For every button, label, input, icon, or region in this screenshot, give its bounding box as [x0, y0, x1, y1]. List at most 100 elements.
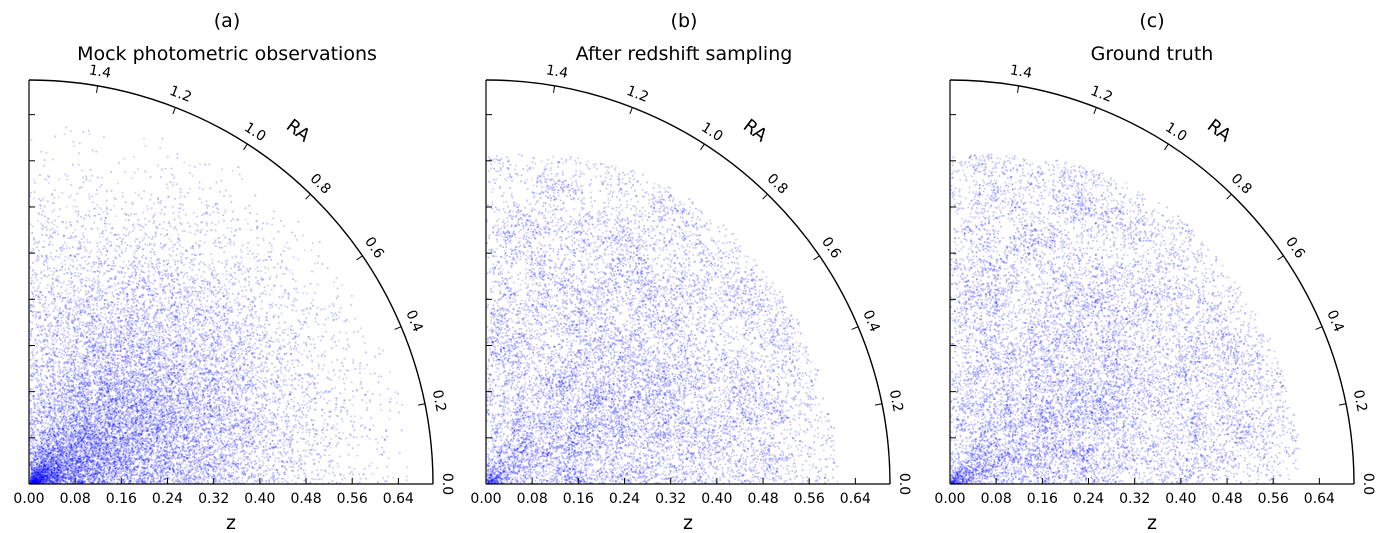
density-point [219, 434, 222, 437]
density-point [33, 479, 36, 482]
density-point [47, 481, 49, 484]
density-point [170, 444, 172, 447]
density-point [152, 397, 155, 400]
density-point [161, 412, 163, 415]
density-point [51, 481, 54, 483]
density-point [152, 423, 155, 425]
density-point [144, 396, 146, 399]
density-point [126, 468, 129, 471]
density-point [61, 452, 63, 454]
density-point [138, 361, 140, 364]
density-point [171, 342, 174, 345]
density-point [125, 356, 127, 359]
density-point [114, 248, 116, 251]
density-point [32, 481, 35, 484]
density-point [128, 438, 130, 441]
density-point [217, 341, 219, 344]
density-point [103, 431, 105, 434]
density-point [86, 436, 89, 439]
density-point [314, 262, 316, 265]
density-point [79, 433, 81, 435]
density-point [29, 410, 31, 413]
density-point [120, 476, 122, 478]
density-point [185, 478, 187, 480]
density-point [74, 272, 76, 274]
density-point [120, 319, 122, 322]
density-point [108, 423, 111, 426]
density-point [188, 480, 190, 482]
density-point [250, 403, 253, 406]
density-point [109, 318, 112, 320]
density-point [95, 349, 98, 352]
density-point [147, 315, 149, 318]
density-point [123, 446, 126, 448]
density-point [138, 417, 141, 420]
density-point [124, 461, 127, 463]
density-point [172, 356, 174, 359]
density-point [138, 263, 141, 265]
density-point [188, 476, 191, 479]
density-point [244, 389, 246, 391]
density-point [123, 333, 125, 335]
density-point [83, 422, 86, 424]
density-point [252, 443, 254, 445]
density-point [307, 394, 309, 396]
density-point [40, 445, 43, 448]
density-point [292, 256, 295, 259]
density-point [142, 442, 144, 445]
density-point [40, 473, 42, 476]
density-point [34, 478, 37, 480]
density-point [93, 420, 96, 423]
density-point [74, 229, 77, 231]
density-point [134, 458, 137, 461]
density-point [253, 304, 256, 307]
density-point [44, 474, 47, 477]
density-point [198, 476, 201, 478]
density-point [207, 431, 210, 433]
density-point [177, 348, 179, 350]
density-point [317, 262, 319, 264]
density-point [161, 415, 163, 418]
density-point [190, 350, 192, 353]
density-point [305, 414, 308, 417]
density-point [82, 410, 85, 412]
density-point [283, 450, 285, 453]
density-point [81, 438, 83, 441]
density-point [95, 447, 97, 449]
density-point [119, 459, 121, 462]
density-point [159, 283, 161, 285]
density-point [117, 389, 119, 391]
density-point [265, 405, 268, 407]
density-point [157, 481, 160, 483]
density-point [54, 298, 56, 300]
density-point [183, 479, 186, 481]
density-point [76, 466, 79, 469]
density-point [40, 476, 43, 478]
density-point [155, 435, 157, 437]
density-point [49, 481, 51, 483]
density-point [325, 429, 328, 431]
density-point [120, 467, 123, 469]
density-point [162, 382, 164, 384]
density-point [58, 366, 61, 368]
density-point [57, 463, 60, 466]
density-point [93, 371, 95, 373]
density-point [195, 350, 198, 352]
density-point [131, 461, 133, 463]
density-point [76, 329, 79, 331]
density-point [51, 448, 54, 451]
density-point [53, 343, 55, 346]
density-point [98, 480, 100, 482]
density-point [75, 460, 77, 462]
density-point [88, 384, 91, 386]
density-point [29, 440, 31, 442]
density-point [198, 198, 201, 200]
density-point [56, 465, 59, 468]
density-point [271, 439, 274, 442]
density-point [298, 404, 301, 407]
density-point [257, 473, 260, 475]
density-point [218, 379, 221, 382]
density-point [270, 378, 273, 381]
density-point [250, 421, 253, 424]
density-point [222, 308, 224, 310]
